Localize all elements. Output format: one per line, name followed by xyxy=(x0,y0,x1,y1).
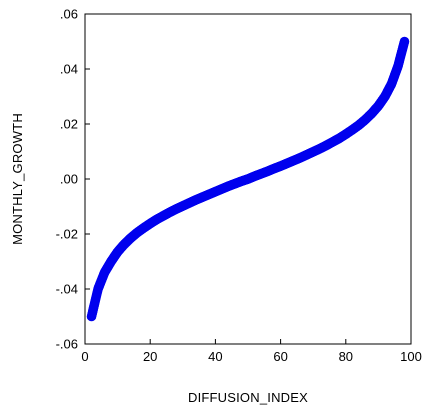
data-points xyxy=(86,36,410,322)
x-tick-label: 100 xyxy=(400,349,422,364)
x-tick-label: 60 xyxy=(273,349,287,364)
x-tick-label: 80 xyxy=(339,349,353,364)
y-tick-label: -.06 xyxy=(56,337,78,352)
data-point xyxy=(399,36,410,47)
y-tick-label: .06 xyxy=(60,7,78,22)
y-tick-label: -.02 xyxy=(56,227,78,242)
y-tick-label: .04 xyxy=(60,62,78,77)
x-axis: 0 20 40 60 80 100 xyxy=(81,339,422,364)
y-tick-label: -.04 xyxy=(56,282,78,297)
x-tick-label: 20 xyxy=(143,349,157,364)
y-axis-title: MONTHLY_GROWTH xyxy=(10,113,25,245)
x-tick-label: 40 xyxy=(208,349,222,364)
x-axis-title: DIFFUSION_INDEX xyxy=(188,390,308,405)
y-tick-label: .00 xyxy=(60,172,78,187)
y-tick-label: .02 xyxy=(60,117,78,132)
y-axis: -.06 -.04 -.02 .00 .02 .04 .06 xyxy=(56,7,90,352)
x-tick-label: 0 xyxy=(81,349,88,364)
